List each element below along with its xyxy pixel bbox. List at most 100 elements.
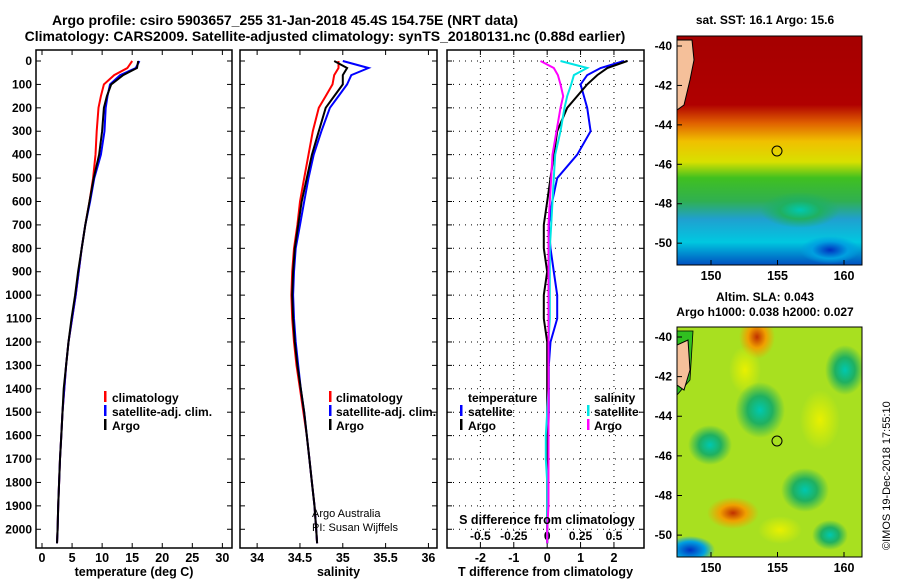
y-tick-label: 100 (12, 77, 32, 91)
y-tick-label: 1300 (5, 358, 32, 372)
s-diff-tick-label: 0.25 (569, 529, 593, 543)
lat-tick-label: -42 (655, 370, 673, 384)
salinity-panel: 34 34.5 35 35.5 36 salinity (239, 49, 438, 579)
temperature-panel: 0100200300400500600700800900100011001200… (5, 49, 233, 579)
lon-tick-label: 155 (767, 269, 788, 283)
legend-s-argo: Argo (594, 419, 622, 433)
lat-tick-label: -40 (655, 39, 673, 53)
lon-tick-label: 155 (767, 561, 788, 575)
y-tick-label: 800 (12, 241, 32, 255)
x-tick-label: 36 (421, 551, 435, 565)
y-tick-label: 1700 (5, 452, 32, 466)
legend-satellite: satellite-adj. clim. (112, 405, 212, 419)
sla-map-title2: Argo h1000: 0.038 h2000: 0.027 (676, 305, 854, 319)
x-axis-label: temperature (deg C) (75, 565, 194, 579)
x-tick-label: 34.5 (288, 551, 312, 565)
legend-climatology: climatology (112, 391, 179, 405)
plot-frame (239, 49, 438, 549)
x-tick-label: 30 (215, 551, 229, 565)
x-tick-label: 15 (125, 551, 139, 565)
s-diff-axis-label: S difference from climatology (459, 513, 635, 527)
y-tick-label: 1600 (5, 429, 32, 443)
y-tick-label: 1400 (5, 382, 32, 396)
temperature-legend: climatology satellite-adj. clim. Argo (104, 391, 212, 433)
s-diff-tick-label: -0.25 (500, 529, 528, 543)
salinity-legend: climatology satellite-adj. clim. Argo (329, 391, 436, 433)
legend-swatch-s-satellite (587, 405, 590, 416)
legend-s-satellite: satellite (594, 405, 639, 419)
legend-swatch-satellite (329, 405, 332, 416)
series-line-salinity-satellite (544, 60, 590, 544)
series-line-satellite-adj-clim- (56, 60, 141, 544)
lon-tick-label: 150 (701, 269, 722, 283)
tasmania-land (677, 339, 691, 391)
lat-tick-label: -48 (655, 197, 673, 211)
lat-tick-label: -46 (655, 449, 673, 463)
y-tick-label: 0 (25, 54, 32, 68)
lat-tick-label: -46 (655, 157, 673, 171)
tasmania-land (677, 39, 695, 111)
x-tick-label: 2 (610, 551, 617, 565)
legend-swatch-argo (104, 419, 107, 430)
y-tick-label: 500 (12, 171, 32, 185)
series-line-climatology (290, 61, 340, 544)
argo-location-marker (771, 145, 783, 157)
plot-frame (446, 49, 645, 549)
legend-swatch-t-satellite (460, 405, 463, 416)
legend-swatch-t-argo (460, 419, 463, 430)
y-tick-label: 200 (12, 101, 32, 115)
sst-map: sat. SST: 16.1 Argo: 15.6 -40 -42 -44 -46 -4… (655, 13, 863, 283)
y-tick-label: 1500 (5, 405, 32, 419)
y-tick-label: 300 (12, 124, 32, 138)
x-tick-label: 0 (544, 551, 551, 565)
legend-argo: Argo (336, 419, 364, 433)
imos-credit: ©IMOS 19-Dec-2018 17:55:10 (881, 401, 893, 550)
sla-map-title1: Altim. SLA: 0.043 (716, 290, 814, 304)
title-line2: Climatology: CARS2009. Satellite-adjuste… (25, 28, 626, 44)
y-tick-label: 2000 (5, 522, 32, 536)
x-tick-label: 0 (39, 551, 46, 565)
y-tick-label: 1900 (5, 499, 32, 513)
legend-salinity-title: salinity (594, 391, 636, 405)
legend-swatch-satellite (104, 405, 107, 416)
series-line-argo (56, 60, 140, 544)
difference-panel: -2 -1 0 1 2T difference from climatology -0.5… (446, 49, 645, 579)
x-tick-label: -1 (508, 551, 519, 565)
series-line-temperature-argo (542, 60, 628, 544)
legend-swatch-climatology (329, 391, 332, 402)
lat-tick-label: -44 (655, 118, 673, 132)
y-tick-label: 1200 (5, 335, 32, 349)
series-line-argo (291, 60, 349, 544)
x-tick-label: 25 (185, 551, 199, 565)
lon-tick-label: 160 (834, 269, 855, 283)
sst-heatmap (677, 36, 862, 265)
y-tick-label: 1800 (5, 475, 32, 489)
x-axis-label: T difference from climatology (458, 565, 633, 579)
x-tick-label: 5 (69, 551, 76, 565)
sla-map-frame (676, 326, 863, 558)
lat-tick-label: -50 (655, 528, 673, 542)
sst-map-title: sat. SST: 16.1 Argo: 15.6 (696, 13, 835, 27)
y-tick-label: 1100 (6, 312, 32, 326)
lon-tick-label: 150 (701, 561, 722, 575)
y-tick-label: 400 (12, 148, 32, 162)
sst-map-frame (676, 35, 863, 266)
legend-argo: Argo (112, 419, 140, 433)
lat-tick-label: -48 (655, 488, 673, 502)
legend-swatch-s-argo (587, 419, 590, 430)
lon-tick-label: 160 (834, 561, 855, 575)
argo-location-marker (771, 435, 783, 447)
sla-map: Altim. SLA: 0.043 Argo h1000: 0.038 h200… (655, 290, 863, 575)
legend-swatch-climatology (104, 391, 107, 402)
x-tick-label: 10 (95, 551, 109, 565)
y-tick-label: 900 (12, 265, 32, 279)
annotation-argo-australia: Argo Australia (312, 508, 381, 520)
title-line1: Argo profile: csiro 5903657_255 31-Jan-2… (52, 12, 518, 28)
legend-temperature-title: temperature (468, 391, 538, 405)
x-tick-label: 34 (250, 551, 264, 565)
y-tick-label: 700 (12, 218, 32, 232)
lat-tick-label: -42 (655, 78, 673, 92)
y-tick-label: 1000 (5, 288, 32, 302)
s-diff-tick-label: 0.5 (606, 529, 623, 543)
